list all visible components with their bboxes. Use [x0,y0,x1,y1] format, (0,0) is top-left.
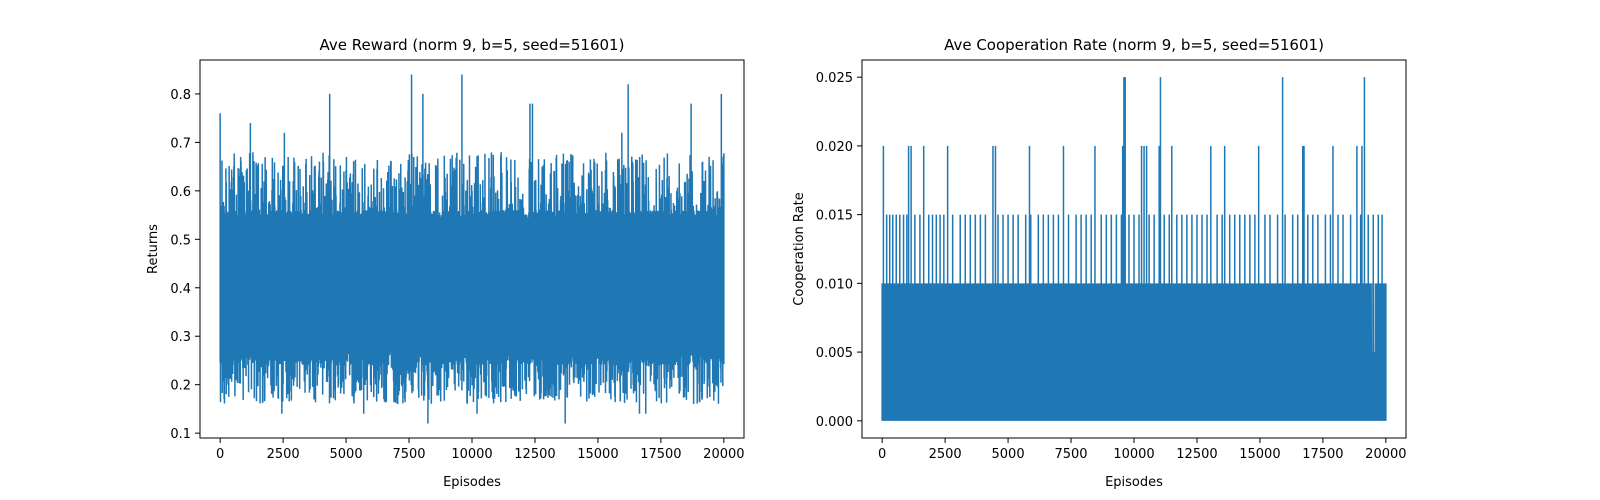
cooperation-y-tick-label: 0.015 [816,209,853,224]
cooperation-plot-area [881,77,1387,421]
cooperation-x-tick-label: 20000 [1365,447,1406,462]
reward-x-tick-label: 12500 [514,447,555,462]
reward-y-tick-label: 0.5 [170,233,191,248]
reward-x-tick-label: 7500 [392,447,425,462]
reward-x-tick-label: 0 [216,447,224,462]
cooperation-x-tick-label: 5000 [992,447,1025,462]
reward-y-tick-label: 0.3 [170,330,191,345]
reward-y-axis-label: Returns [146,224,161,274]
reward-x-tick-label: 10000 [451,447,492,462]
cooperation-x-axis-label: Episodes [1105,475,1163,490]
reward-x-axis-label: Episodes [443,475,501,490]
cooperation-y-tick-label: 0.025 [816,71,853,86]
reward-chart-title: Ave Reward (norm 9, b=5, seed=51601) [320,36,625,54]
reward-x-tick-label: 20000 [703,447,744,462]
reward-plot-area [219,74,725,424]
reward-series-line [219,74,725,424]
reward-y-tick-label: 0.6 [170,185,191,200]
cooperation-chart-title: Ave Cooperation Rate (norm 9, b=5, seed=… [944,36,1324,54]
cooperation-x-tick-label: 15000 [1239,447,1280,462]
cooperation-y-tick-label: 0.005 [816,346,853,361]
cooperation-x-ticks: 0 2500 5000 7500 10000 12500 15000 17500 20000 [878,438,1407,462]
reward-x-tick-label: 5000 [330,447,363,462]
reward-chart: Ave Reward (norm 9, b=5, seed=51601) 0 25… [146,36,745,490]
cooperation-x-tick-label: 17500 [1302,447,1343,462]
cooperation-y-ticks: 0.000 0.005 0.010 0.015 0.020 0.025 [816,71,862,430]
cooperation-x-tick-label: 12500 [1176,447,1217,462]
reward-x-ticks: 0 2500 5000 7500 10000 12500 15000 17500 20000 [216,438,745,462]
cooperation-y-tick-label: 0.010 [816,277,853,292]
reward-y-tick-label: 0.7 [170,136,191,151]
reward-y-ticks: 0.1 0.2 0.3 0.4 0.5 0.6 0.7 0.8 [170,88,200,442]
cooperation-x-tick-label: 2500 [929,447,962,462]
cooperation-x-tick-label: 7500 [1054,447,1087,462]
reward-y-tick-label: 0.4 [170,282,191,297]
reward-x-tick-label: 15000 [577,447,618,462]
cooperation-y-tick-label: 0.000 [816,415,853,430]
cooperation-series-line [881,77,1387,421]
cooperation-y-axis-label: Cooperation Rate [792,192,807,305]
reward-y-tick-label: 0.2 [170,379,191,394]
cooperation-x-tick-label: 0 [878,447,886,462]
cooperation-chart: Ave Cooperation Rate (norm 9, b=5, seed=… [792,36,1407,490]
reward-y-tick-label: 0.8 [170,88,191,103]
reward-x-tick-label: 17500 [640,447,681,462]
cooperation-y-tick-label: 0.020 [816,140,853,155]
reward-x-tick-label: 2500 [267,447,300,462]
reward-y-tick-label: 0.1 [170,427,191,442]
cooperation-x-tick-label: 10000 [1113,447,1154,462]
